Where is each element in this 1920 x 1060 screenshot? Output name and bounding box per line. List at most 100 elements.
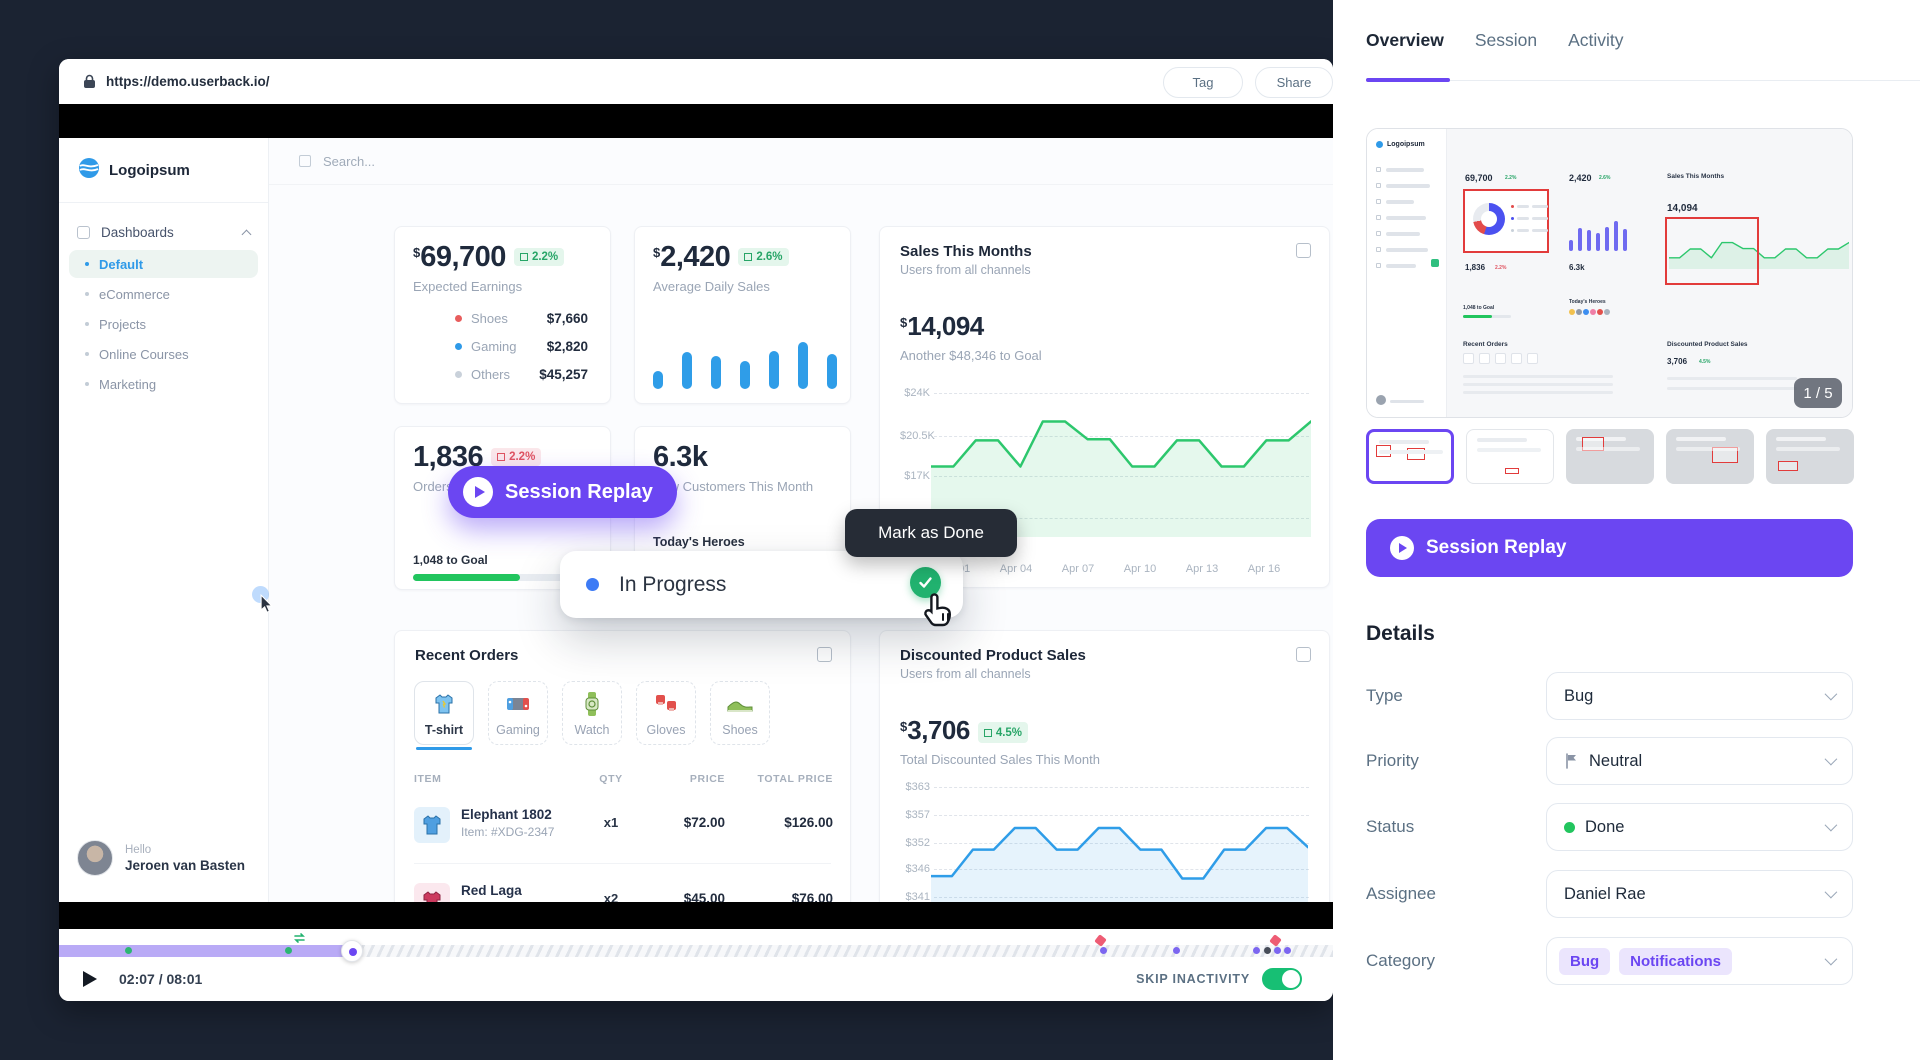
table-row[interactable]: Elephant 1802 Item: #XDG-2347 x1 $72.00 … [395,793,850,863]
tab-gaming[interactable]: Gaming [488,681,548,745]
event-marker-green[interactable] [125,947,132,954]
category-pill[interactable]: Bug [1559,947,1611,975]
discounted-subtitle: Users from all channels [900,667,1031,681]
sidebar-item-marketing[interactable]: Marketing [69,370,258,398]
priority-select[interactable]: Neutral [1546,737,1853,785]
replay-viewport: https://demo.userback.io/ Tag Share Logo… [59,59,1333,1001]
tab-overview[interactable]: Overview [1366,30,1444,50]
tab-tshirt[interactable]: T-shirt [414,681,474,750]
tab-gloves[interactable]: Gloves [636,681,696,745]
timeline[interactable] [59,933,1333,962]
card-discounted-sales: Discounted Product Sales Users from all … [879,630,1330,920]
play-button[interactable] [83,971,97,987]
sidebar-item-default[interactable]: Default [69,250,258,278]
user-name: Jeroen van Basten [125,857,246,873]
skip-inactivity-toggle[interactable] [1262,968,1302,990]
daily-sales-value: 2,420 [660,241,731,273]
event-marker-purple[interactable] [1100,947,1107,954]
chevron-down-icon [1824,952,1838,966]
thumbnail-4[interactable] [1666,429,1754,484]
delta-badge: 4.5% [977,722,1029,743]
letterbox-top [59,104,1333,138]
card-action-icon[interactable] [817,647,832,662]
currency: $ [653,245,661,260]
heroes-label: Today's Heroes [653,535,745,549]
status-dot-icon [1564,821,1575,833]
dot-icon [455,315,462,322]
orders-progress-bar [413,574,592,581]
dashboard-sidebar: Logoipsum Dashboards Default eCommerce P… [59,138,269,902]
sidebar-item-projects[interactable]: Projects [69,310,258,338]
share-button[interactable]: Share [1255,67,1333,98]
time-display: 02:07 / 08:01 [119,971,203,987]
customers-label: New Customers This Month [653,479,814,494]
thumbnail-3[interactable] [1566,429,1654,484]
thumbnail-strip [1366,429,1854,484]
trend-icon [744,253,753,261]
detail-row-category: Category Bug Notifications [1366,937,1853,985]
event-marker-purple[interactable] [1253,947,1260,954]
repeat-icon [292,931,307,950]
gloves-icon [653,691,679,722]
logo-icon [77,156,101,185]
mark-done-button[interactable] [910,567,941,598]
tshirt-icon [432,691,456,722]
event-marker-green[interactable] [285,947,292,954]
screenshot-preview[interactable]: Logoipsum 69,700 2.2% 2,420 2.6% [1366,128,1853,418]
recent-orders-title: Recent Orders [415,647,519,664]
event-marker-purple[interactable] [1274,947,1281,954]
session-replay-button[interactable]: Session Replay [1366,519,1853,577]
sidebar-user[interactable]: Hello Jeroen van Basten [77,840,245,876]
thumbnail-2[interactable] [1466,429,1554,484]
session-replay-pill[interactable]: Session Replay [448,466,677,518]
y-tick: $346 [905,863,930,875]
search-input[interactable]: Search... [269,138,1333,185]
tabs-divider [1366,80,1920,81]
earnings-label: Expected Earnings [413,279,523,294]
tab-watch[interactable]: Watch [562,681,622,745]
discounted-title: Discounted Product Sales [900,647,1086,664]
inspector-tabs: Overview Session Activity [1366,30,1624,51]
play-icon [1390,536,1414,560]
row-divider [414,863,831,864]
category-pill[interactable]: Notifications [1619,947,1733,975]
card-action-icon[interactable] [1296,647,1311,662]
daily-sales-label: Average Daily Sales [653,279,770,294]
thumbnail-5[interactable] [1766,429,1854,484]
chevron-down-icon [1824,818,1838,832]
y-tick: $20.5K [900,430,935,442]
playhead[interactable] [341,940,363,962]
legend-row: Shoes $7,660 [455,311,588,326]
status-popup[interactable]: In Progress [560,551,963,618]
timeline-progress[interactable] [59,945,352,957]
tab-session[interactable]: Session [1474,30,1538,50]
status-select[interactable]: Done [1546,803,1853,851]
tab-shoes[interactable]: Shoes [710,681,770,745]
discounted-line-svg [931,826,1308,911]
sidebar-item-online-courses[interactable]: Online Courses [69,340,258,368]
sidebar-item-ecommerce[interactable]: eCommerce [69,280,258,308]
event-marker-purple[interactable] [1173,947,1180,954]
mini-badge [1431,259,1439,267]
tag-button[interactable]: Tag [1163,67,1243,98]
tab-activity[interactable]: Activity [1568,30,1624,50]
event-marker-dark[interactable] [1264,947,1271,954]
y-tick: $341 [905,891,930,903]
bullet-icon [85,352,89,356]
event-marker-purple[interactable] [1284,947,1291,954]
trend-icon [983,728,992,737]
thumbnail-1[interactable] [1366,429,1454,484]
product-image [414,807,450,843]
sales-goal: Another $48,346 to Goal [900,348,1042,363]
delta-badge: 2.6% [738,248,789,266]
chevron-down-icon [1824,687,1838,701]
sidebar-item-dashboards[interactable]: Dashboards [77,225,252,240]
card-action-icon[interactable] [1296,243,1311,258]
category-select[interactable]: Bug Notifications [1546,937,1853,985]
assignee-select[interactable]: Daniel Rae [1546,870,1853,918]
letterbox-bottom [59,902,1333,929]
type-select[interactable]: Bug [1546,672,1853,720]
timeline-inactivity[interactable] [352,945,1333,957]
currency: $ [900,315,908,330]
mini-logo-icon [1376,141,1383,148]
